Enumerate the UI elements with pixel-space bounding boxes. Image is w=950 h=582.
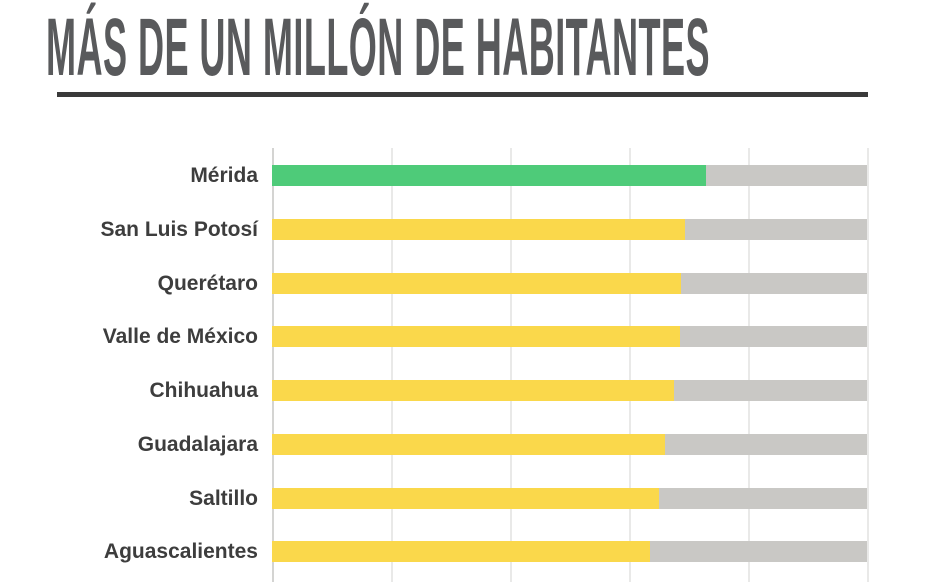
category-label: Chihuahua xyxy=(149,379,259,403)
chart-row: Mérida xyxy=(0,164,950,188)
title-underline-rule xyxy=(57,92,868,97)
chart-row: Chihuahua xyxy=(0,379,950,403)
y-axis-line xyxy=(272,148,274,582)
x-gridline xyxy=(629,148,631,582)
page-title: MÁS DE UN MILLÓN DE HABITANTES xyxy=(46,2,710,93)
category-label: Querétaro xyxy=(157,271,258,295)
bar-fill xyxy=(272,433,666,455)
chart-row: Guadalajara xyxy=(0,432,950,456)
bar-fill xyxy=(272,165,706,187)
bar-fill xyxy=(272,219,685,240)
bar-track xyxy=(272,380,867,402)
category-label: San Luis Potosí xyxy=(100,218,258,241)
chart-row: Saltillo xyxy=(0,486,950,510)
bar-fill xyxy=(272,487,659,509)
bar-fill xyxy=(272,541,650,563)
bar-track xyxy=(272,433,867,455)
chart-row: Aguascalientes xyxy=(0,540,950,564)
category-label: Aguascalientes xyxy=(103,540,258,564)
bar-track xyxy=(272,326,867,348)
bar-fill xyxy=(272,272,681,294)
category-label: Mérida xyxy=(190,164,258,188)
category-label: Saltillo xyxy=(189,486,258,510)
bar-track xyxy=(272,165,867,187)
x-gridline xyxy=(510,148,512,582)
bar-fill xyxy=(272,380,675,402)
x-gridline xyxy=(867,148,869,582)
bar-track xyxy=(272,219,867,240)
x-gridline xyxy=(391,148,393,582)
bar-fill xyxy=(272,326,681,348)
bar-track xyxy=(272,487,867,509)
category-label: Valle de México xyxy=(102,325,258,349)
bar-track xyxy=(272,272,867,294)
chart-row: Valle de México xyxy=(0,325,950,349)
chart-row: San Luis Potosí xyxy=(0,219,950,240)
bar-track xyxy=(272,541,867,563)
chart-row: Querétaro xyxy=(0,271,950,295)
x-gridline xyxy=(748,148,750,582)
category-label: Guadalajara xyxy=(137,432,258,456)
